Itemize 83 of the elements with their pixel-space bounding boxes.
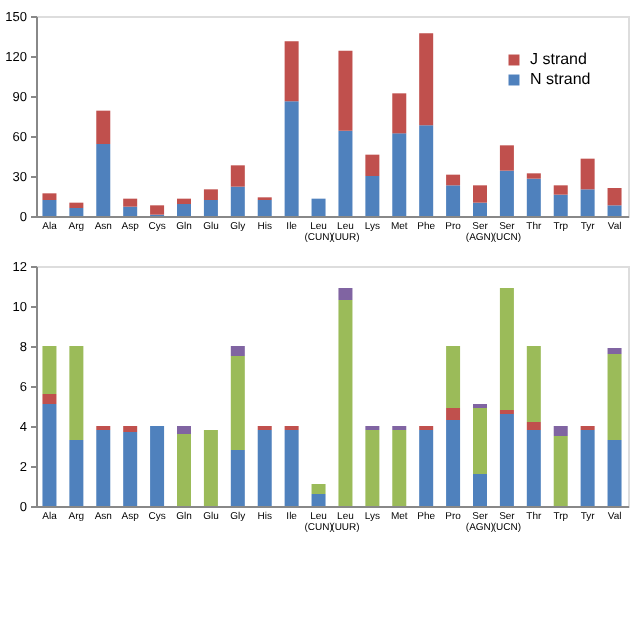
bar xyxy=(284,101,299,216)
bar xyxy=(446,185,461,216)
bar xyxy=(553,436,568,506)
bar xyxy=(42,200,57,216)
bar xyxy=(526,173,541,179)
bar xyxy=(123,206,138,216)
bar xyxy=(392,133,407,216)
bar xyxy=(284,430,299,506)
bar xyxy=(42,404,57,506)
bar xyxy=(230,450,245,506)
bar xyxy=(419,33,434,126)
bar xyxy=(177,434,191,506)
bar xyxy=(553,426,568,436)
bar xyxy=(123,198,138,207)
bar xyxy=(230,186,245,216)
bar xyxy=(607,348,622,354)
bar xyxy=(446,346,461,408)
bar xyxy=(499,288,514,410)
bar xyxy=(526,178,541,216)
bar xyxy=(150,426,165,506)
bar xyxy=(177,204,191,216)
bar xyxy=(69,208,84,216)
bar xyxy=(446,174,461,186)
bar xyxy=(42,394,57,404)
bar xyxy=(553,194,568,216)
bar xyxy=(311,494,326,506)
bar xyxy=(203,430,218,506)
bar xyxy=(311,198,326,216)
bar xyxy=(607,440,622,506)
bar xyxy=(203,189,218,200)
bar xyxy=(123,426,138,432)
bar xyxy=(446,408,461,420)
bar xyxy=(230,356,245,450)
bar xyxy=(526,422,541,430)
bar xyxy=(580,158,595,190)
bar xyxy=(473,185,487,203)
bar xyxy=(419,430,434,506)
bar xyxy=(607,205,622,216)
legend-label: J strand xyxy=(530,50,587,68)
bar xyxy=(499,170,514,216)
bar xyxy=(257,200,272,216)
bar xyxy=(230,165,245,187)
bar xyxy=(553,185,568,195)
bar xyxy=(365,176,380,216)
bar xyxy=(419,125,434,216)
bar xyxy=(284,41,299,102)
bar xyxy=(257,430,272,506)
bar xyxy=(607,188,622,206)
bar xyxy=(526,430,541,506)
bar xyxy=(177,426,191,434)
bar xyxy=(392,430,407,506)
bar xyxy=(338,288,353,300)
bar xyxy=(123,432,138,506)
bar xyxy=(69,346,84,440)
bar xyxy=(499,145,514,171)
bar xyxy=(311,484,326,494)
bar xyxy=(473,202,487,216)
bar xyxy=(230,346,245,356)
bar xyxy=(392,93,407,134)
bar xyxy=(42,193,57,200)
bar xyxy=(96,430,111,506)
bar xyxy=(446,420,461,506)
bar xyxy=(338,300,353,506)
bar xyxy=(96,110,111,144)
bar xyxy=(96,144,111,216)
bar xyxy=(473,408,487,474)
bar xyxy=(150,205,165,215)
bar xyxy=(69,202,84,208)
bar xyxy=(526,346,541,422)
bar xyxy=(580,189,595,216)
bar xyxy=(203,200,218,216)
bar xyxy=(338,130,353,216)
bar xyxy=(69,440,84,506)
bar xyxy=(338,50,353,131)
bar xyxy=(473,474,487,506)
bar xyxy=(607,354,622,440)
bar xyxy=(580,430,595,506)
legend-label: N strand xyxy=(530,70,591,88)
bar xyxy=(499,414,514,506)
bar xyxy=(42,346,57,394)
bar xyxy=(365,154,380,176)
bar xyxy=(177,198,191,204)
bar xyxy=(365,430,380,506)
